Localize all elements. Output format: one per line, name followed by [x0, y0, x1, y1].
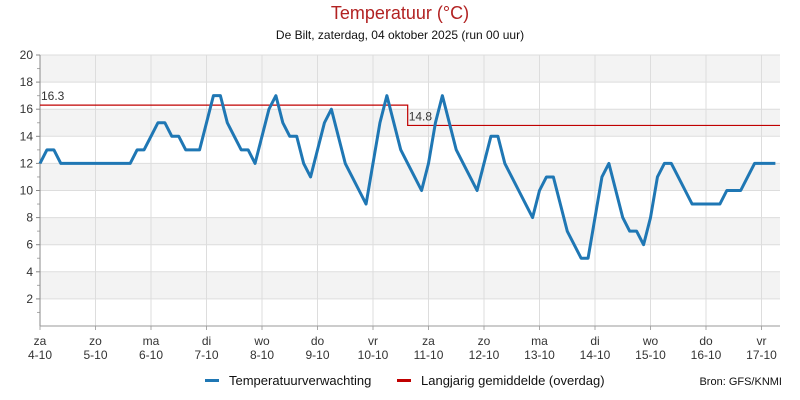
x-tick-date: 10-10	[358, 348, 389, 362]
y-tick-label: 16	[20, 102, 34, 116]
x-tick-day: ma	[143, 334, 160, 348]
mean-value-label: 14.8	[409, 109, 433, 123]
y-tick-label: 12	[20, 156, 34, 170]
chart-title: Temperatuur (°C)	[330, 3, 470, 23]
x-tick-date: 14-10	[580, 348, 611, 362]
x-tick-day: za	[422, 334, 435, 348]
x-tick-date: 13-10	[524, 348, 555, 362]
x-tick-date: 17-10	[746, 348, 777, 362]
x-tick-day: za	[34, 334, 47, 348]
x-tick-day: vr	[757, 334, 767, 348]
grid-band	[40, 217, 780, 245]
x-tick-date: 5-10	[83, 348, 107, 362]
x-tick-date: 4-10	[28, 348, 52, 362]
x-tick-date: 9-10	[305, 348, 329, 362]
x-tick-day: zo	[89, 334, 102, 348]
y-tick-label: 14	[20, 129, 34, 143]
y-tick-label: 10	[20, 184, 34, 198]
y-tick-label: 2	[26, 292, 33, 306]
x-tick-day: di	[202, 334, 211, 348]
source-label: Bron: GFS/KNMI	[699, 376, 782, 388]
legend-label-mean: Langjarig gemiddelde (overdag)	[421, 373, 605, 388]
y-tick-label: 8	[26, 211, 33, 225]
y-tick-label: 20	[20, 48, 34, 62]
y-tick-label: 18	[20, 75, 34, 89]
x-tick-date: 8-10	[250, 348, 274, 362]
legend-label-forecast: Temperatuurverwachting	[229, 373, 372, 388]
x-tick-day: do	[311, 334, 325, 348]
x-tick-date: 11-10	[414, 348, 444, 362]
grid-band	[40, 271, 780, 299]
legend-item-forecast: Temperatuurverwachting	[205, 373, 371, 388]
y-tick-label: 6	[26, 238, 33, 252]
x-tick-date: 16-10	[691, 348, 722, 362]
x-tick-day: wo	[642, 334, 659, 348]
x-tick-day: zo	[478, 334, 491, 348]
legend-swatch-forecast	[205, 379, 219, 382]
x-tick-day: wo	[253, 334, 270, 348]
x-tick-day: di	[590, 334, 599, 348]
x-tick-day: vr	[368, 334, 378, 348]
x-tick-date: 7-10	[194, 348, 218, 362]
legend-swatch-mean	[397, 379, 411, 382]
x-tick-date: 15-10	[635, 348, 666, 362]
grid-band	[40, 55, 780, 83]
mean-value-label: 16.3	[41, 89, 65, 103]
chart-subtitle: De Bilt, zaterdag, 04 oktober 2025 (run …	[275, 28, 525, 42]
x-tick-day: do	[699, 334, 713, 348]
y-tick-label: 4	[26, 265, 33, 279]
x-tick-date: 6-10	[139, 348, 163, 362]
x-tick-date: 12-10	[469, 348, 500, 362]
x-tick-day: ma	[531, 334, 548, 348]
legend-item-mean: Langjarig gemiddelde (overdag)	[397, 373, 605, 388]
